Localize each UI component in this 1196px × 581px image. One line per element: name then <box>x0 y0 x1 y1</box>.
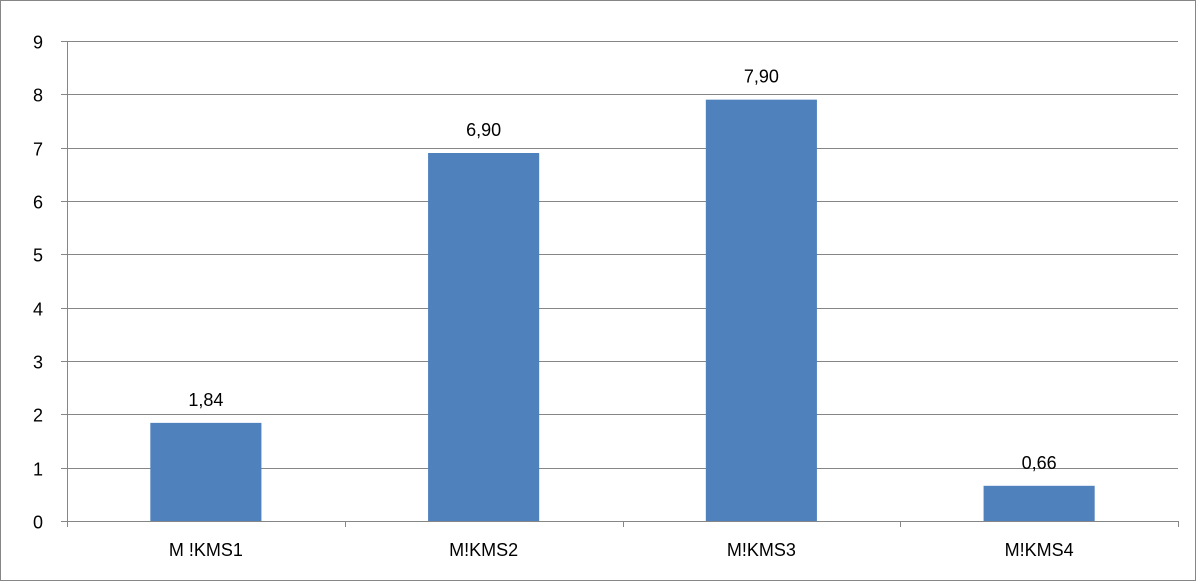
data-labels: 1,84 6,90 7,90 0,66 <box>188 67 1056 473</box>
bar-1 <box>150 422 262 521</box>
y-tick-label: 5 <box>33 246 43 266</box>
x-category-label: M!KMS2 <box>449 540 518 560</box>
y-tick-label: 6 <box>33 193 43 213</box>
y-tick-label: 0 <box>33 513 43 533</box>
bar-value-label: 7,90 <box>744 67 779 87</box>
y-tick-label: 4 <box>33 300 43 320</box>
y-tick-label: 3 <box>33 353 43 373</box>
bar-2 <box>428 153 540 521</box>
y-tick-label: 8 <box>33 86 43 106</box>
x-category-label: M!KMS3 <box>727 540 796 560</box>
bar-value-label: 1,84 <box>188 390 223 410</box>
x-category-label: M!KMS4 <box>1005 540 1074 560</box>
bars <box>150 99 1095 522</box>
bar-value-label: 0,66 <box>1022 453 1057 473</box>
bar-value-label: 6,90 <box>466 120 501 140</box>
gridlines <box>67 41 1178 469</box>
bar-3 <box>705 99 817 522</box>
y-tick-labels: 0 1 2 3 4 5 6 7 8 9 <box>33 33 43 533</box>
y-tick-label: 9 <box>33 33 43 53</box>
x-category-label: M !KMS1 <box>169 540 243 560</box>
y-tick-label: 7 <box>33 140 43 160</box>
bar-4 <box>983 485 1095 521</box>
x-tick-labels: M !KMS1 M!KMS2 M!KMS3 M!KMS4 <box>169 540 1074 560</box>
y-tick-label: 2 <box>33 406 43 426</box>
axes <box>61 41 1179 527</box>
y-tick-label: 1 <box>33 460 43 480</box>
